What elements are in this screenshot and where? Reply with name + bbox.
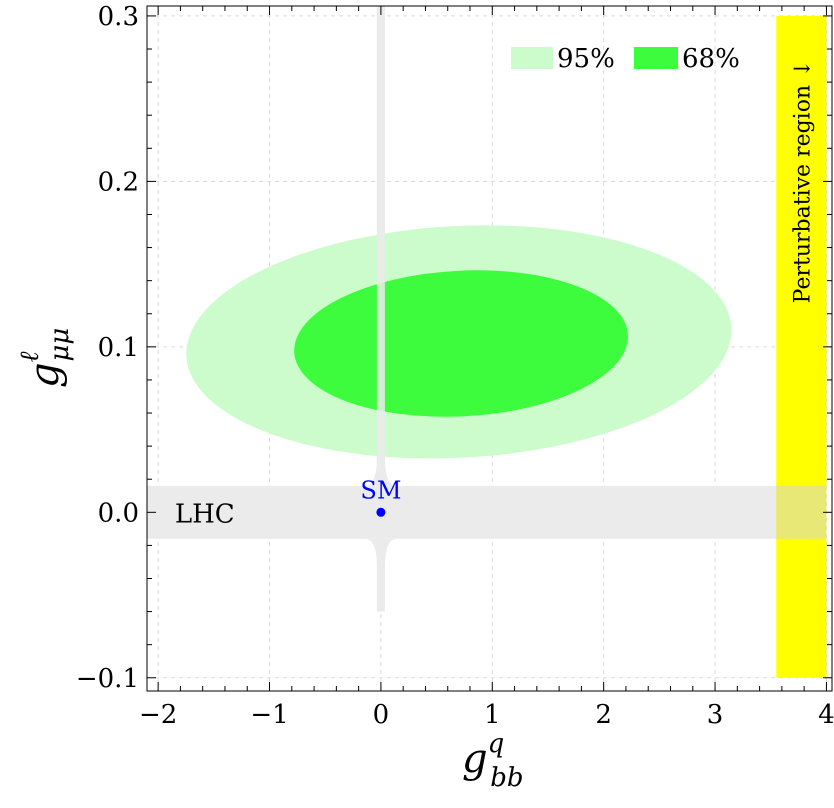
y-axis-label-sub: μμ: [45, 328, 75, 362]
y-tick-label: −0.1: [76, 664, 139, 694]
legend-68-label: 68%: [682, 44, 740, 74]
x-tick-label: −1: [250, 700, 288, 730]
x-tick-label: 4: [818, 700, 834, 730]
lhc-band: [147, 485, 827, 539]
x-tick-label: −2: [139, 700, 177, 730]
legend-68-swatch: [634, 47, 678, 69]
x-tick-label: 1: [484, 700, 501, 730]
y-tick-label: 0.1: [98, 333, 139, 363]
regions: [147, 6, 827, 678]
y-tick-label: 0.0: [98, 498, 139, 528]
x-axis-label-sub: bb: [490, 763, 523, 793]
lhc-label: LHC: [175, 499, 235, 529]
legend-95-label: 95%: [557, 44, 615, 74]
tick-labels: −2 −1 0 1 2 3 4 −0.1 0.0 0.1 0.2 0.3: [76, 2, 834, 730]
x-axis-label-base: g: [462, 736, 488, 782]
perturbative-region: [776, 15, 827, 678]
sm-label: SM: [360, 476, 401, 504]
plot-frame: [146, 5, 833, 692]
plot-border: [146, 5, 833, 692]
perturbative-region-label: Perturbative region ↓: [790, 59, 815, 303]
y-tick-label: 0.2: [98, 167, 139, 197]
lhc-vertical-overlay: [376, 6, 385, 486]
y-tick-label: 0.3: [98, 2, 139, 32]
x-axis-label-sup: q: [488, 729, 505, 759]
lhc-flare-bottom: [364, 538, 397, 567]
x-tick-label: 0: [373, 700, 390, 730]
x-tick-label: 3: [707, 700, 724, 730]
legend: 95% 68%: [511, 44, 740, 74]
x-tick-label: 2: [595, 700, 612, 730]
y-axis-label-sup: ℓ: [15, 351, 45, 362]
y-axis-label: gℓμμ: [15, 328, 75, 388]
perturbative-lhc-overlap: [776, 485, 827, 539]
sm-point: [376, 507, 386, 517]
x-axis-label: gq bb: [462, 729, 524, 793]
y-axis-label-base: g: [22, 362, 68, 388]
ticks: [147, 6, 832, 691]
legend-95-swatch: [511, 47, 553, 69]
